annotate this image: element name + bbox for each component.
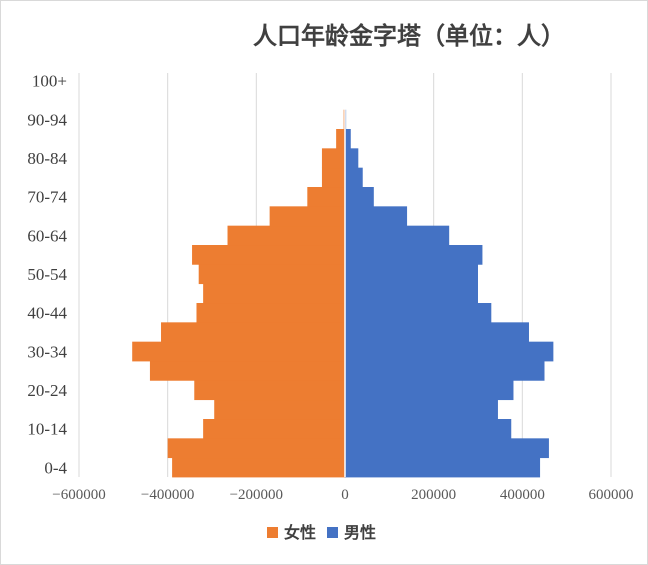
y-tick-label-8: 80-84	[27, 149, 67, 168]
y-tick-label-5: 50-54	[27, 265, 67, 284]
x-tick-label-2: −200000	[230, 487, 283, 503]
y-tick-label-2: 20-24	[27, 381, 67, 400]
legend-swatch-female	[267, 527, 278, 538]
bar-female-85-89	[336, 129, 345, 149]
x-tick-label-1: −400000	[141, 487, 194, 503]
bar-female-70-74	[307, 187, 345, 207]
bar-male-45-49	[345, 283, 478, 304]
legend: 女性 男性	[267, 523, 376, 542]
bar-female-80-84	[321, 148, 345, 169]
bar-female-5-9	[167, 438, 345, 459]
x-tick-label-6: 600000	[589, 487, 634, 503]
bar-female-40-44	[196, 303, 345, 323]
bar-female-30-34	[132, 341, 345, 362]
bar-male-60-64	[345, 225, 450, 246]
y-axis-tick-labels: 0-4 10-14 20-24 30-34 40-44 50-54 60-64 70-74 80…	[27, 72, 67, 478]
y-tick-label-4: 40-44	[27, 304, 67, 323]
y-tick-label-3: 30-34	[27, 342, 67, 361]
bar-male-80-84	[345, 148, 359, 169]
x-tick-label-5: 400000	[500, 487, 545, 503]
bar-male-10-14	[345, 419, 512, 439]
bar-male-25-29	[345, 361, 545, 381]
bar-male-5-9	[345, 438, 549, 459]
x-tick-label-4: 200000	[411, 487, 456, 503]
bar-male-85-89	[345, 129, 351, 149]
bar-male-30-34	[345, 341, 554, 362]
bar-female-65-69	[269, 206, 345, 227]
bar-female-25-29	[149, 361, 345, 381]
bar-female-60-64	[227, 225, 345, 246]
x-tick-label-0: −600000	[52, 487, 105, 503]
bar-female-0-4	[172, 457, 345, 478]
bar-female-35-39	[161, 322, 345, 343]
bar-male-70-74	[345, 187, 374, 207]
bar-female-75-79	[321, 167, 345, 188]
bar-female-55-59	[192, 245, 345, 265]
y-tick-label-1: 10-14	[27, 420, 67, 439]
bar-female-50-54	[198, 264, 345, 285]
chart-title: 人口年龄金字塔（单位：人）	[253, 21, 565, 50]
x-axis-tick-labels: −600000 −400000 −200000 0 200000 400000 600000	[52, 487, 633, 503]
bar-female-20-24	[194, 380, 345, 401]
legend-swatch-male	[327, 527, 338, 538]
bar-male-15-19	[345, 399, 498, 420]
bar-female-15-19	[214, 399, 345, 420]
bar-male-75-79	[345, 167, 363, 188]
bar-female-10-14	[203, 419, 345, 439]
bar-female-45-49	[203, 283, 345, 304]
bar-male-55-59	[345, 245, 483, 265]
y-tick-label-9: 90-94	[27, 110, 67, 129]
bar-male-50-54	[345, 264, 478, 285]
legend-label-female: 女性	[284, 523, 316, 542]
x-tick-label-3: 0	[341, 487, 349, 503]
bar-male-65-69	[345, 206, 408, 227]
bars-layer	[132, 71, 554, 478]
y-tick-label-0: 0-4	[44, 458, 67, 477]
y-tick-label-10: 100+	[32, 72, 67, 91]
bar-male-40-44	[345, 303, 492, 323]
legend-label-male: 男性	[344, 523, 376, 542]
bar-male-35-39	[345, 322, 529, 343]
y-tick-label-7: 70-74	[27, 188, 67, 207]
bar-male-0-4	[345, 457, 541, 478]
y-tick-label-6: 60-64	[27, 226, 67, 245]
bar-male-20-24	[345, 380, 514, 401]
